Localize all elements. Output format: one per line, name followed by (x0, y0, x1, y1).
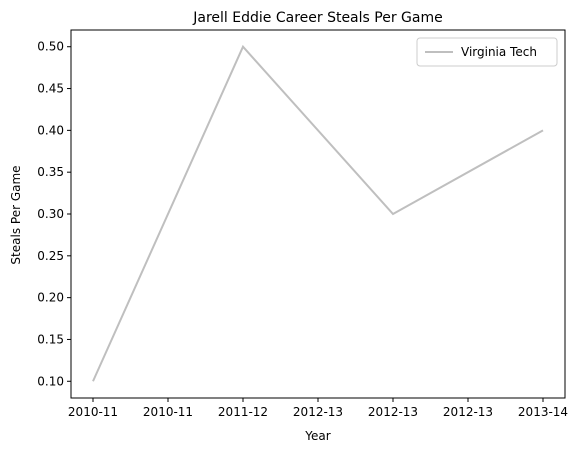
plot-area: 0.10 0.15 0.20 0.25 0.30 0.35 0.40 0.45 0.50 2010… (37, 29, 568, 419)
legend-box (416, 37, 558, 67)
x-tick-label: 2010-11 (68, 405, 118, 419)
y-tick-label: 0.45 (37, 82, 64, 96)
y-tick-label: 0.50 (37, 40, 64, 54)
x-axis-label: Year (304, 429, 330, 443)
legend: Virginia Tech (416, 37, 558, 67)
y-tick-label: 0.25 (37, 249, 64, 263)
x-tick-label: 2012-13 (293, 405, 343, 419)
chart-title: Jarell Eddie Career Steals Per Game (192, 10, 442, 26)
x-tick-label: 2012-13 (443, 405, 493, 419)
y-tick-label: 0.40 (37, 123, 64, 137)
y-tick-label: 0.10 (37, 374, 64, 388)
y-tick-label: 0.35 (37, 165, 64, 179)
x-tick-label: 2011-12 (218, 405, 268, 419)
plot-frame (70, 29, 566, 399)
y-tick-label: 0.20 (37, 291, 64, 305)
x-tick-label: 2012-13 (368, 405, 418, 419)
x-tick-label: 2010-11 (143, 405, 193, 419)
y-tick-label: 0.15 (37, 332, 64, 346)
series-line-0 (92, 44, 544, 382)
y-axis-label: Steals Per Game (9, 165, 23, 264)
y-tick-label: 0.30 (37, 207, 64, 221)
x-tick-label: 2013-14 (518, 405, 568, 419)
legend-label: Virginia Tech (461, 45, 537, 59)
